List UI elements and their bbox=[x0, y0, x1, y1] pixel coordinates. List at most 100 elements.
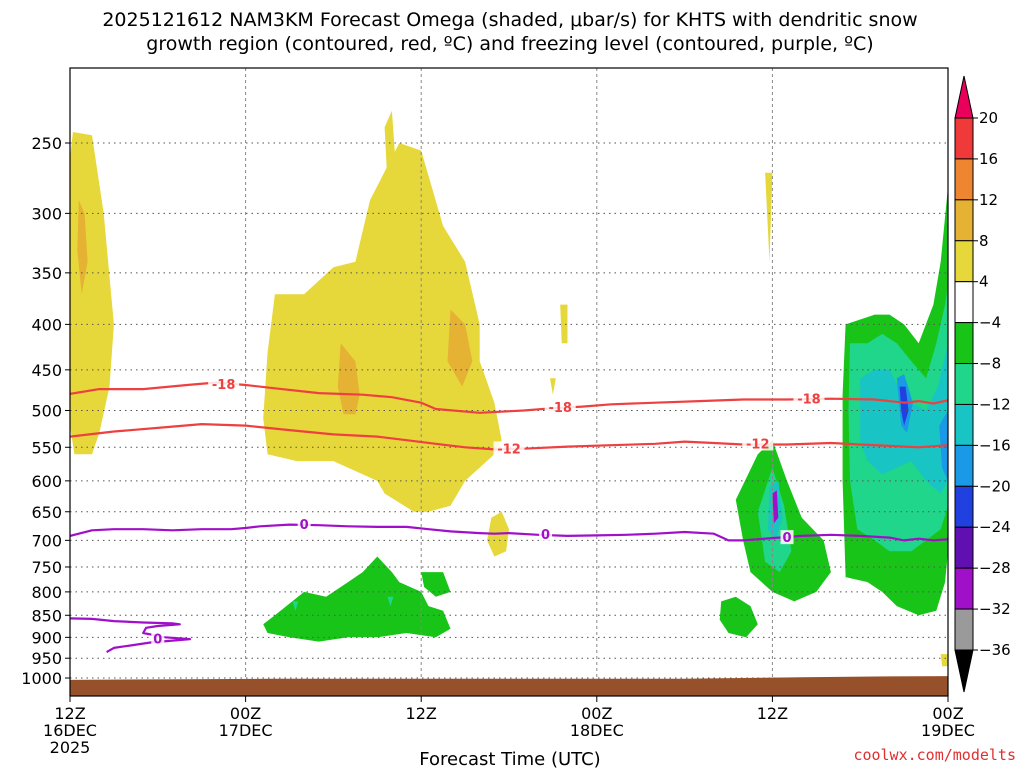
y-tick-label-0: 250 bbox=[31, 134, 62, 153]
omega-negative-region-3 bbox=[387, 596, 394, 607]
omega-positive-region-5 bbox=[447, 309, 473, 387]
omega-negative-region-13 bbox=[899, 386, 909, 426]
colorbar-label-7: −12 bbox=[979, 395, 1011, 413]
contour-label-bg-3 bbox=[493, 441, 525, 456]
contour-label-5: 0 bbox=[300, 518, 309, 533]
y-tick-label-6: 550 bbox=[31, 438, 62, 457]
chart-title-line2: growth region (contoured, red, ºC) and f… bbox=[146, 33, 873, 55]
colorbar-box-2 bbox=[954, 199, 974, 242]
x-tick-label-0-1: 16DEC bbox=[43, 721, 97, 740]
contour-label-bg-6 bbox=[539, 526, 553, 541]
omega-shading bbox=[70, 110, 948, 667]
y-tick-label-14: 950 bbox=[31, 649, 62, 668]
x-tick-label-5-1: 19DEC bbox=[921, 721, 975, 740]
contour-label-8: 0 bbox=[153, 632, 162, 647]
colorbar-label-12: −32 bbox=[979, 600, 1011, 618]
contour-label-1: -18 bbox=[548, 401, 572, 416]
colorbar-label-10: −24 bbox=[979, 518, 1011, 536]
contour-line-2 bbox=[70, 523, 948, 542]
x-tick-label-5-0: 00Z bbox=[932, 704, 963, 723]
y-tick-label-10: 750 bbox=[31, 558, 62, 577]
omega-negative-region-2 bbox=[292, 601, 299, 611]
contour-label-0: -18 bbox=[212, 378, 236, 393]
colorbar-label-2: 12 bbox=[979, 191, 998, 209]
x-tick-label-1-0: 00Z bbox=[230, 704, 261, 723]
omega-negative-region-8 bbox=[719, 596, 758, 638]
x-tick-label-4-0: 12Z bbox=[757, 704, 788, 723]
x-tick-label-2-0: 12Z bbox=[406, 704, 437, 723]
omega-positive-region-10 bbox=[940, 654, 948, 667]
contour-label-4: -12 bbox=[746, 437, 770, 452]
omega-negative-region-7 bbox=[772, 490, 779, 524]
colorbar-label-6: −8 bbox=[979, 355, 1001, 373]
colorbar-box-4 bbox=[954, 281, 974, 324]
x-tick-label-3-1: 18DEC bbox=[570, 721, 624, 740]
x-tick-label-3-0: 00Z bbox=[581, 704, 612, 723]
y-tick-label-13: 900 bbox=[31, 628, 62, 647]
contour-label-bg-0 bbox=[208, 376, 240, 391]
contour-label-6: 0 bbox=[541, 528, 550, 543]
y-tick-label-15: 1000 bbox=[21, 669, 62, 688]
plot-frame bbox=[69, 67, 949, 697]
colorbar-label-1: 16 bbox=[979, 150, 998, 168]
colorbar-box-11 bbox=[954, 567, 974, 610]
ground-surface bbox=[70, 676, 948, 696]
contour-label-bg-8 bbox=[151, 631, 165, 646]
colorbar-label-3: 8 bbox=[979, 232, 989, 250]
chart-title-line1: 2025121612 NAM3KM Forecast Omega (shaded… bbox=[102, 9, 917, 31]
x-axis-label: Forecast Time (UTC) bbox=[419, 749, 600, 768]
colorbar-box-3 bbox=[954, 240, 974, 283]
contour-label-bg-4 bbox=[742, 436, 774, 451]
y-tick-label-8: 650 bbox=[31, 503, 62, 522]
x-tick-label-0-0: 12Z bbox=[54, 704, 85, 723]
y-tick-label-11: 800 bbox=[31, 583, 62, 602]
y-tick-label-5: 500 bbox=[31, 402, 62, 421]
colorbar-box-9 bbox=[954, 485, 974, 528]
y-tick-label-1: 300 bbox=[31, 204, 62, 223]
colorbar-box-7 bbox=[954, 403, 974, 446]
y-tick-label-2: 350 bbox=[31, 264, 62, 283]
colorbar-label-5: −4 bbox=[979, 314, 1001, 332]
omega-positive-region-4 bbox=[337, 343, 360, 415]
colorbar-label-0: 20 bbox=[979, 109, 998, 127]
y-tick-label-7: 600 bbox=[31, 472, 62, 491]
y-tick-label-9: 700 bbox=[31, 531, 62, 550]
colorbar-box-5 bbox=[954, 322, 974, 365]
colorbar-bottom-arrow bbox=[954, 649, 974, 693]
contour-label-3: -12 bbox=[497, 442, 521, 457]
omega-negative-region-0 bbox=[263, 556, 451, 642]
colorbar-box-1 bbox=[954, 158, 974, 201]
y-tick-label-3: 400 bbox=[31, 315, 62, 334]
omega-positive-region-2 bbox=[263, 143, 502, 512]
x-tick-label-1-1: 17DEC bbox=[219, 721, 273, 740]
omega-negative-region-1 bbox=[421, 572, 451, 597]
credit-label: coolwx.com/modelts bbox=[853, 746, 1016, 764]
plot-area: -18 -18 -18 -12 -12 0 0 0 0 bbox=[69, 67, 949, 697]
omega-positive-region-9 bbox=[765, 172, 773, 262]
colorbar-label-11: −28 bbox=[979, 559, 1011, 577]
contour-label-bg-5 bbox=[297, 517, 311, 532]
colorbar-label-4: 4 bbox=[979, 273, 989, 291]
colorbar-box-0 bbox=[954, 117, 974, 160]
omega-positive-region-8 bbox=[550, 378, 556, 395]
colorbar: 20 16 12 8 4 −4 −8 −12 −16 −20 −24 −28 −32 −36 bbox=[954, 75, 1011, 693]
contour-label-bg-2 bbox=[793, 391, 825, 406]
contour-label-bg-7 bbox=[780, 530, 794, 545]
contour-label-2: -18 bbox=[797, 393, 821, 408]
omega-positive-region-7 bbox=[560, 304, 568, 344]
contour-labels: -18 -18 -18 -12 -12 0 0 0 0 bbox=[151, 376, 825, 647]
plot-background bbox=[70, 68, 948, 696]
omega-positive-region-1 bbox=[77, 200, 88, 295]
colorbar-box-6 bbox=[954, 363, 974, 405]
contour-label-bg-1 bbox=[544, 400, 576, 415]
x-tick-label-0-2: 2025 bbox=[50, 738, 91, 757]
y-tick-label-12: 850 bbox=[31, 606, 62, 625]
colorbar-label-13: −36 bbox=[979, 641, 1011, 659]
colorbar-box-12 bbox=[954, 608, 974, 651]
colorbar-box-10 bbox=[954, 526, 974, 569]
colorbar-label-9: −20 bbox=[979, 477, 1011, 495]
omega-positive-region-3 bbox=[384, 110, 397, 214]
contour-label-7: 0 bbox=[783, 531, 792, 546]
colorbar-label-8: −16 bbox=[979, 436, 1011, 454]
